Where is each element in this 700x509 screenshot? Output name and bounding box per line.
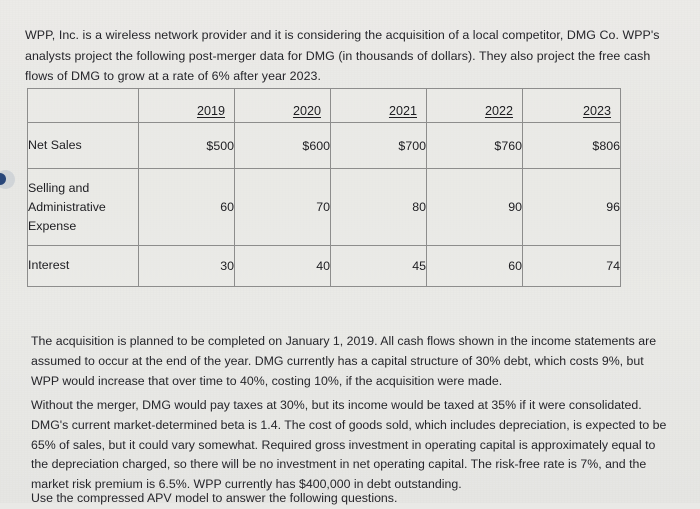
column-header-2020: 2020 — [234, 88, 331, 123]
table-row: Interest 30 40 45 60 74 — [27, 245, 621, 287]
edge-annotation-dot[interactable] — [0, 173, 6, 185]
projected-data-table: 2019 2020 2021 2022 2023 Net Sales $500 … — [27, 88, 621, 287]
cell-interest-2021: 45 — [330, 245, 427, 287]
column-header-2023-label: 2023 — [582, 104, 611, 118]
table-row: Net Sales $500 $600 $700 $760 $806 — [27, 122, 621, 169]
column-header-2022-label: 2022 — [484, 104, 513, 118]
table-header-row: 2019 2020 2021 2022 2023 — [27, 88, 621, 123]
cell-interest-2020: 40 — [234, 245, 331, 287]
cell-interest-2019: 30 — [138, 245, 235, 287]
cell-sae-2021: 80 — [330, 168, 427, 246]
column-header-2019: 2019 — [138, 88, 235, 123]
intro-paragraph: WPP, Inc. is a wireless network provider… — [25, 28, 660, 84]
instruction-paragraph: Use the compressed APV model to answer t… — [31, 491, 398, 506]
cell-sae-2022: 90 — [426, 168, 523, 246]
projected-data-table-wrapper: 2019 2020 2021 2022 2023 Net Sales $500 … — [27, 88, 621, 287]
column-header-2020-label: 2020 — [292, 104, 321, 118]
table-corner-cell — [27, 88, 139, 123]
table-row: Selling and Administrative Expense 60 70… — [27, 168, 621, 246]
cell-sae-2019: 60 — [138, 168, 235, 246]
cell-interest-2023: 74 — [522, 245, 621, 287]
column-header-2022: 2022 — [426, 88, 523, 123]
cell-sae-2023: 96 — [522, 168, 621, 246]
column-header-2021: 2021 — [330, 88, 427, 123]
cell-sae-2020: 70 — [234, 168, 331, 246]
column-header-2019-label: 2019 — [196, 104, 225, 118]
row-label-interest: Interest — [27, 245, 139, 287]
column-header-2023: 2023 — [522, 88, 621, 123]
acquisition-paragraph: The acquisition is planned to be complet… — [31, 334, 657, 388]
column-header-2021-label: 2021 — [388, 104, 417, 118]
cell-net-sales-2022: $760 — [426, 122, 523, 169]
cell-net-sales-2021: $700 — [330, 122, 427, 169]
merger-assumptions-paragraph: Without the merger, DMG would pay taxes … — [31, 398, 667, 491]
cell-net-sales-2020: $600 — [234, 122, 331, 169]
row-label-net-sales: Net Sales — [27, 122, 139, 169]
row-label-selling-administrative-expense: Selling and Administrative Expense — [27, 168, 139, 246]
cell-net-sales-2023: $806 — [522, 122, 621, 169]
cell-interest-2022: 60 — [426, 245, 523, 287]
cell-net-sales-2019: $500 — [138, 122, 235, 169]
